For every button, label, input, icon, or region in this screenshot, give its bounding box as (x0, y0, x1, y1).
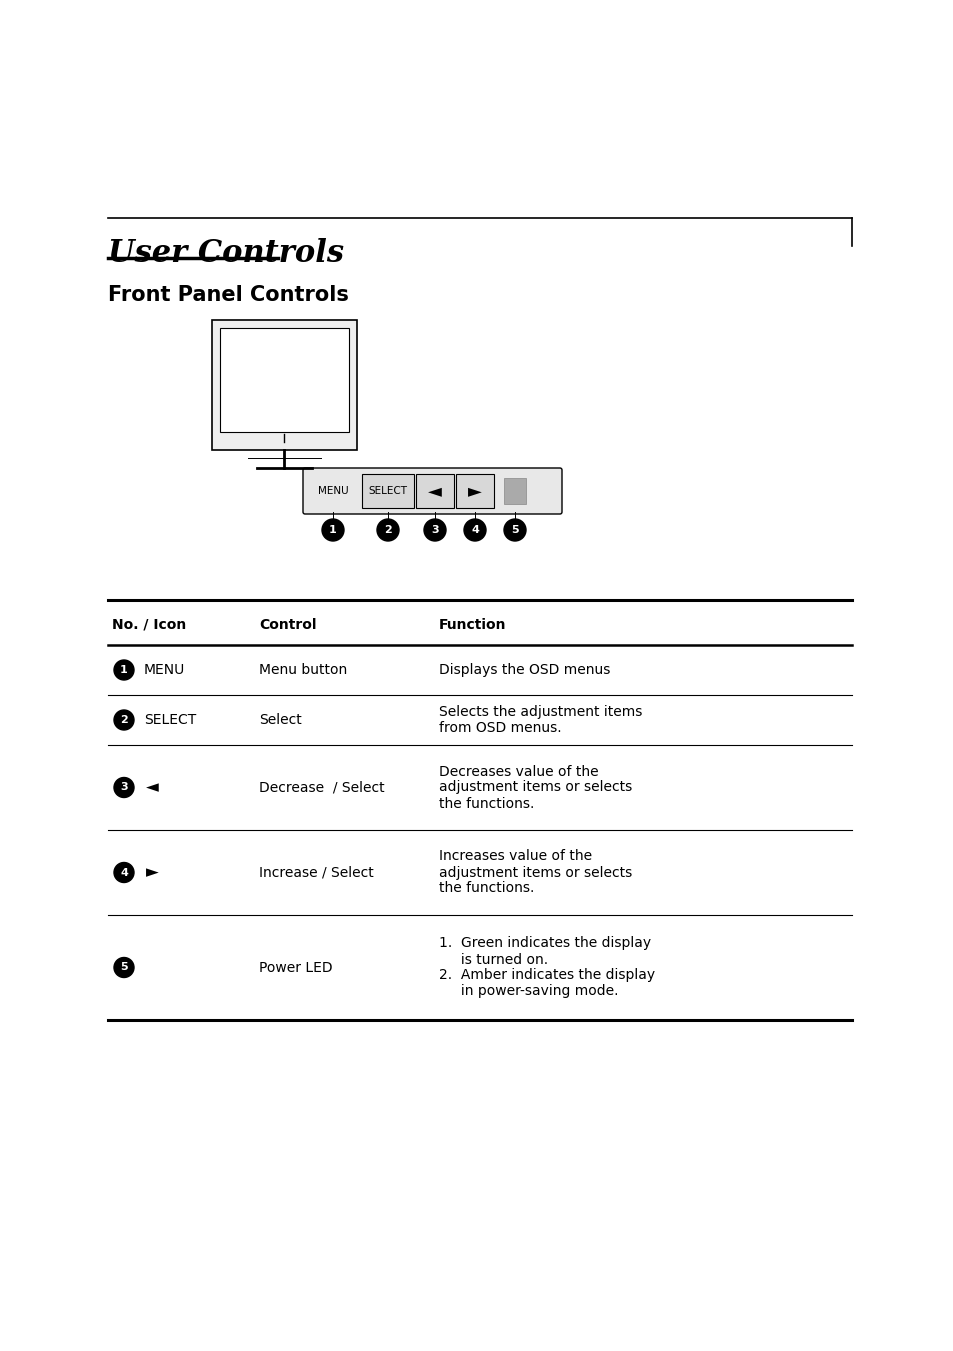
FancyBboxPatch shape (303, 467, 561, 513)
Text: Front Panel Controls: Front Panel Controls (108, 285, 349, 305)
Circle shape (463, 519, 485, 540)
Circle shape (423, 519, 446, 540)
Circle shape (113, 711, 133, 730)
Text: 2: 2 (384, 526, 392, 535)
Text: 2.  Amber indicates the display: 2. Amber indicates the display (438, 969, 655, 982)
Text: 4: 4 (120, 867, 128, 878)
Text: Increase / Select: Increase / Select (258, 866, 374, 880)
Text: the functions.: the functions. (438, 797, 534, 811)
Text: is turned on.: is turned on. (438, 952, 548, 966)
Text: SELECT: SELECT (144, 713, 196, 727)
Text: ◄: ◄ (146, 778, 158, 797)
Text: Control: Control (258, 617, 316, 632)
Text: Decrease  / Select: Decrease / Select (258, 781, 384, 794)
Text: User Controls: User Controls (108, 238, 344, 269)
Circle shape (113, 862, 133, 882)
Text: in power-saving mode.: in power-saving mode. (438, 985, 618, 998)
Bar (212, 320, 356, 450)
Text: Function: Function (438, 617, 506, 632)
Text: the functions.: the functions. (438, 881, 534, 896)
Text: No. / Icon: No. / Icon (112, 617, 186, 632)
Text: 1: 1 (329, 526, 336, 535)
Text: ►: ► (468, 482, 481, 500)
Text: Menu button: Menu button (258, 663, 347, 677)
Text: 5: 5 (511, 526, 518, 535)
Text: Decreases value of the: Decreases value of the (438, 765, 598, 778)
Text: adjustment items or selects: adjustment items or selects (438, 781, 632, 794)
Text: 3: 3 (431, 526, 438, 535)
Text: MENU: MENU (317, 486, 348, 496)
Text: Displays the OSD menus: Displays the OSD menus (438, 663, 610, 677)
Circle shape (113, 777, 133, 797)
Circle shape (113, 958, 133, 978)
Circle shape (322, 519, 344, 540)
Bar (361, 474, 414, 508)
Text: SELECT: SELECT (368, 486, 407, 496)
Text: Select: Select (258, 713, 301, 727)
Text: adjustment items or selects: adjustment items or selects (438, 866, 632, 880)
Text: Selects the adjustment items: Selects the adjustment items (438, 705, 641, 719)
Bar (416, 474, 454, 508)
Text: 3: 3 (120, 782, 128, 793)
Bar (503, 478, 525, 504)
Circle shape (113, 661, 133, 680)
Bar (220, 328, 349, 432)
Circle shape (503, 519, 525, 540)
Text: 2: 2 (120, 715, 128, 725)
Text: Power LED: Power LED (258, 961, 333, 974)
Text: 1: 1 (120, 665, 128, 676)
Text: Increases value of the: Increases value of the (438, 850, 592, 863)
Bar (456, 474, 494, 508)
Text: 1.  Green indicates the display: 1. Green indicates the display (438, 936, 651, 951)
Text: MENU: MENU (144, 663, 185, 677)
Text: from OSD menus.: from OSD menus. (438, 721, 561, 735)
Text: ►: ► (146, 863, 158, 881)
Circle shape (376, 519, 398, 540)
Text: 5: 5 (120, 962, 128, 973)
Text: 4: 4 (471, 526, 478, 535)
Text: ◄: ◄ (428, 482, 441, 500)
